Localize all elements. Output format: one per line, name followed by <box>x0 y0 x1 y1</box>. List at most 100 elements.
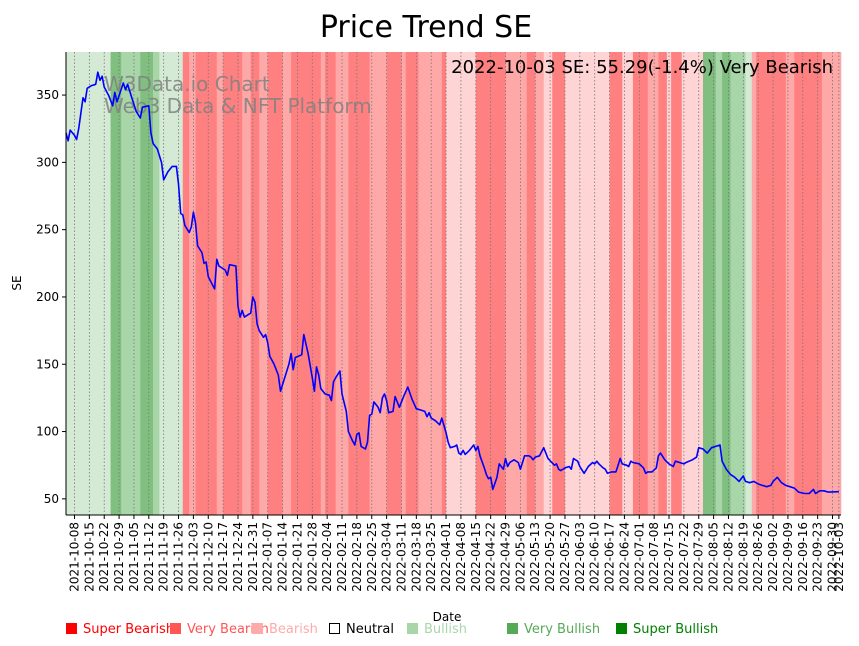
x-tick-label: 2022-06-03 <box>573 522 587 592</box>
x-tick-label: 2022-05-20 <box>543 522 557 592</box>
legend-marker <box>507 623 518 634</box>
x-tick-label: 2022-07-08 <box>647 522 661 592</box>
sentiment-band-light-bearish <box>564 52 610 515</box>
x-tick-label: 2022-04-29 <box>499 522 513 592</box>
x-tick-label: 2021-12-17 <box>216 522 230 592</box>
x-tick-label: 2021-12-10 <box>201 522 215 592</box>
x-tick-label: 2022-01-14 <box>276 522 290 592</box>
sentiment-band-very-bullish <box>722 52 731 515</box>
x-tick-label: 2022-06-17 <box>603 522 617 592</box>
x-tick-label: 2021-11-19 <box>157 522 171 592</box>
x-tick-label: 2022-09-23 <box>811 522 825 592</box>
x-tick-label: 2022-06-10 <box>588 522 602 592</box>
sentiment-band-very-bearish <box>632 52 649 515</box>
sentiment-band-bearish <box>401 52 407 515</box>
sentiment-band-very-bearish <box>756 52 787 515</box>
legend-item-very-bullish: Very Bullish <box>507 622 600 637</box>
y-ticks: 50 100 150 200 250 300 350 <box>36 88 66 506</box>
x-tick-label: 2022-10-03 <box>832 522 846 592</box>
legend-label: Super Bullish <box>633 622 718 637</box>
sentiment-band-very-bearish <box>405 52 419 515</box>
sentiment-band-bearish <box>369 52 387 515</box>
sentiment-band-very-bearish <box>658 52 668 515</box>
x-tick-label: 2021-10-22 <box>97 522 111 592</box>
x-tick-label: 2022-02-25 <box>365 522 379 592</box>
x-tick-label: 2022-05-13 <box>528 522 542 592</box>
sentiment-band-very-bearish <box>325 52 336 515</box>
x-tick-label: 2021-11-26 <box>172 522 186 592</box>
x-tick-label: 2021-11-12 <box>142 522 156 592</box>
y-tick-label: 200 <box>36 290 59 304</box>
y-tick-label: 100 <box>36 425 59 439</box>
x-tick-label: 2021-10-15 <box>82 522 96 592</box>
x-tick-label: 2022-07-15 <box>662 522 676 592</box>
sentiment-band-bullish <box>159 52 184 515</box>
sentiment-band-bearish <box>282 52 292 515</box>
legend-item-neutral: Neutral <box>329 622 394 637</box>
legend-label: Super Bearish <box>83 622 174 637</box>
sentiment-band-very-bearish <box>609 52 623 515</box>
x-tick-label: 2022-03-04 <box>380 522 394 592</box>
sentiment-band-very-bearish <box>250 52 260 515</box>
sentiment-band-bearish <box>216 52 224 515</box>
legend: Super Bearish Very Bearish Bearish Neutral B… <box>66 622 718 637</box>
latest-price-annotation: 2022-10-03 SE: 55.29(-1.4%) Very Bearish <box>451 57 833 78</box>
x-tick-label: 2021-10-08 <box>67 522 81 592</box>
x-tick-label: 2022-03-11 <box>394 522 408 592</box>
legend-label: Very Bullish <box>524 622 600 637</box>
sentiment-band-very-bearish <box>291 52 322 515</box>
sentiment-band-very-bearish <box>182 52 190 515</box>
x-tick-label: 2021-11-05 <box>127 522 141 592</box>
y-tick-label: 300 <box>36 155 59 169</box>
x-tick-label: 2021-12-03 <box>186 522 200 592</box>
x-tick-label: 2022-04-08 <box>454 522 468 592</box>
y-tick-label: 50 <box>44 492 59 506</box>
legend-label: Bearish <box>269 622 318 637</box>
sentiment-band-bearish <box>535 52 545 515</box>
sentiment-band-very-bullish <box>702 52 717 515</box>
sentiment-band-bullish-med <box>121 52 141 515</box>
sentiment-band-very-bearish <box>223 52 243 515</box>
x-tick-label: 2022-06-24 <box>617 522 631 592</box>
x-tick-label: 2022-07-29 <box>692 522 706 592</box>
sentiment-band-very-bearish <box>386 52 402 515</box>
x-tick-label: 2021-10-29 <box>112 522 126 592</box>
y-tick-label: 350 <box>36 88 59 102</box>
legend-item-very-bearish: Very Bearish <box>170 622 269 637</box>
sentiment-band-very-bearish <box>348 52 370 515</box>
sentiment-band-bearish <box>189 52 196 515</box>
sentiment-band-bearish <box>259 52 269 515</box>
price-line <box>65 71 839 495</box>
sentiment-band-light-bearish <box>681 52 704 515</box>
x-tick-label: 2021-12-31 <box>246 522 260 592</box>
sentiment-band-bullish-med <box>730 52 746 515</box>
x-ticks: 2021-10-08 2021-10-15 2021-10-22 2021-10-29… <box>67 515 846 592</box>
chart-title: Price Trend SE <box>320 10 532 45</box>
sentiment-band-bearish <box>418 52 443 515</box>
sentiment-band-bullish <box>66 52 111 515</box>
legend-marker <box>66 623 77 634</box>
x-tick-label: 2022-07-01 <box>632 522 646 592</box>
legend-marker <box>170 623 181 634</box>
x-tick-label: 2022-09-30 <box>826 522 840 592</box>
legend-label: Neutral <box>346 622 394 637</box>
x-tick-label: 2022-08-12 <box>721 522 735 592</box>
sentiment-band-bullish-med <box>153 52 160 515</box>
x-tick-label: 2022-09-09 <box>781 522 795 592</box>
x-tick-label: 2022-04-01 <box>439 522 453 592</box>
x-tick-label: 2022-02-11 <box>335 522 349 592</box>
legend-label: Bullish <box>424 622 467 637</box>
x-tick-label: 2022-03-25 <box>424 522 438 592</box>
sentiment-band-bearish <box>751 52 757 515</box>
legend-item-super-bearish: Super Bearish <box>66 622 174 637</box>
sentiment-band-very-bearish <box>267 52 283 515</box>
sentiment-band-very-bearish <box>526 52 536 515</box>
x-tick-label: 2022-01-21 <box>290 522 304 592</box>
legend-marker <box>329 623 340 634</box>
sentiment-bands <box>66 52 842 515</box>
sentiment-band-bearish <box>242 52 252 515</box>
x-tick-label: 2022-04-22 <box>484 522 498 592</box>
sentiment-band-very-bullish <box>110 52 122 515</box>
sentiment-band-light-bearish <box>543 52 553 515</box>
